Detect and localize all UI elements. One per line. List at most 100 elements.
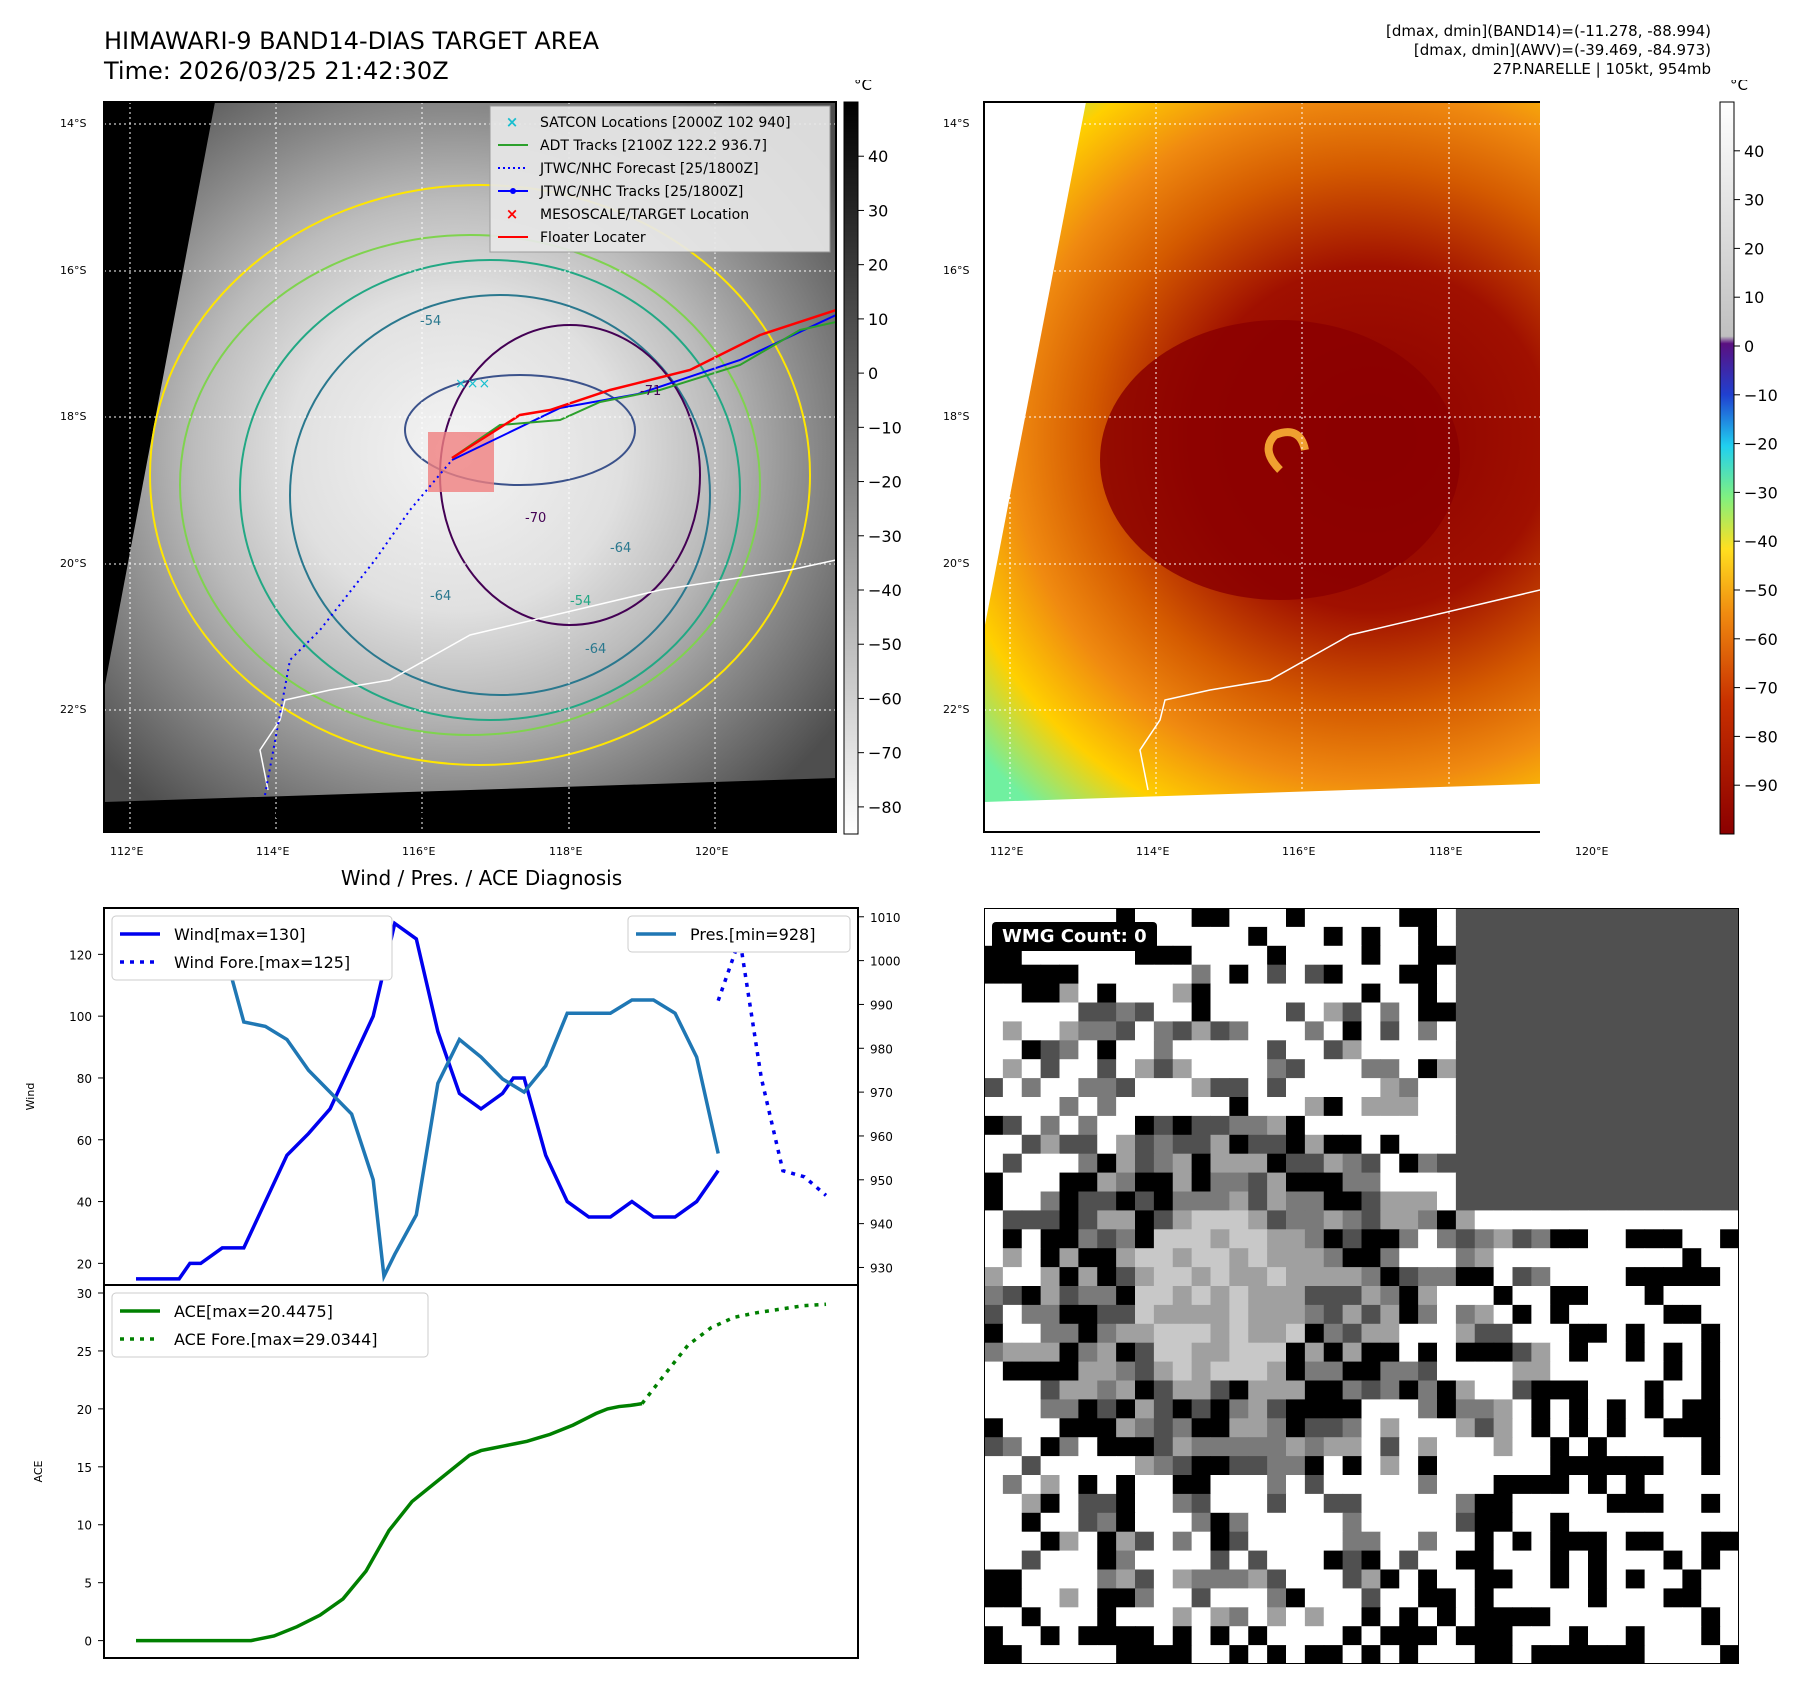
wmg-pixel	[1455, 1097, 1476, 1117]
wmg-pixel	[1267, 1645, 1287, 1664]
wmg-pixel	[1304, 1097, 1325, 1117]
wmg-pixel	[1455, 1323, 1476, 1344]
wmg-pixel	[1512, 1002, 1532, 1022]
wmg-pixel	[1304, 1323, 1325, 1344]
wmg-pixel	[1399, 1380, 1419, 1400]
wmg-pixel	[1380, 1286, 1400, 1306]
wmg-pixel	[1191, 1229, 1211, 1249]
wmg-pixel	[1663, 1607, 1683, 1627]
wmg-pixel	[1569, 1286, 1589, 1306]
colorbar-tick-label: 0	[1744, 337, 1754, 356]
wmg-pixel	[1304, 1021, 1325, 1041]
y2-tick-label: 990	[870, 998, 893, 1012]
wmg-pixel	[1153, 1078, 1174, 1098]
wmg-pixel	[1342, 1115, 1362, 1136]
wmg-pixel	[1512, 1626, 1532, 1646]
colorbar-tick-label: −90	[1744, 776, 1778, 795]
wmg-pixel	[1059, 1550, 1079, 1570]
wmg-pixel	[1380, 1134, 1400, 1155]
wmg-pixel	[1248, 1569, 1268, 1589]
wmg-pixel	[1455, 1078, 1476, 1098]
wmg-pixel	[1493, 1380, 1513, 1400]
colorbar-tick-label: −80	[868, 798, 902, 817]
wmg-pixel	[1135, 1304, 1155, 1325]
wmg-pixel	[1625, 1210, 1646, 1230]
wmg-pixel	[1474, 926, 1495, 947]
wmg-pixel	[1531, 1645, 1551, 1664]
wmg-pixel	[1682, 1078, 1702, 1098]
wmg-pixel	[1663, 1134, 1683, 1155]
wmg-pixel	[1512, 983, 1532, 1003]
wmg-pixel	[1229, 1286, 1249, 1306]
wmg-pixel	[1644, 1040, 1664, 1060]
wmg-pixel	[1437, 1021, 1457, 1041]
wmg-pixel	[1588, 1153, 1608, 1174]
wmg-pixel	[1644, 1550, 1664, 1570]
wmg-pixel	[1606, 1153, 1627, 1174]
wmg-pixel	[1323, 1512, 1344, 1533]
wmg-pixel	[1663, 1550, 1683, 1570]
wmg-pixel	[1361, 1002, 1381, 1022]
wmg-pixel	[1512, 1531, 1532, 1552]
awv-lon-label: 120°E	[1575, 845, 1609, 858]
wmg-pixel	[1663, 1078, 1683, 1098]
wmg-pixel	[1550, 1040, 1570, 1060]
wmg-pixel	[1097, 1172, 1117, 1192]
wmg-pixel	[1135, 1172, 1155, 1192]
wmg-pixel	[1720, 945, 1739, 966]
wmg-pixel	[1606, 1248, 1627, 1268]
wmg-pixel	[1097, 1002, 1117, 1022]
wmg-pixel	[1304, 1418, 1325, 1438]
wmg-pixel	[1210, 1172, 1230, 1192]
wmg-pixel	[1361, 1607, 1381, 1627]
wmg-pixel	[1588, 1097, 1608, 1117]
wmg-pixel	[1248, 1115, 1268, 1136]
awv-coastline	[1139, 589, 1540, 791]
wmg-pixel	[1267, 1531, 1287, 1552]
wmg-pixel	[1210, 1286, 1230, 1306]
wmg-pixel	[1437, 1210, 1457, 1230]
wmg-pixel	[1455, 1040, 1476, 1060]
wmg-pixel	[1588, 964, 1608, 985]
wmg-pixel	[1720, 1399, 1739, 1419]
wmg-pixel	[1512, 1418, 1532, 1438]
wmg-pixel	[1569, 1267, 1589, 1287]
wmg-pixel	[1550, 1323, 1570, 1344]
wmg-pixel	[1229, 1040, 1249, 1060]
wmg-pixel	[1286, 1153, 1306, 1174]
wmg-pixel	[1021, 1304, 1042, 1325]
wmg-pixel	[1625, 1229, 1646, 1249]
wmg-pixel	[1342, 1191, 1362, 1211]
wmg-pixel	[1040, 1040, 1060, 1060]
wmg-pixel	[1172, 1191, 1193, 1211]
wmg-pixel	[1380, 908, 1400, 928]
wmg-pixel	[1474, 1342, 1495, 1363]
wmg-pixel	[1644, 908, 1664, 928]
wmg-pixel	[1474, 1437, 1495, 1457]
wmg-pixel	[1248, 1191, 1268, 1211]
wmg-pixel	[1248, 1607, 1268, 1627]
wmg-pixel	[1078, 1059, 1098, 1079]
wmg-pixel	[1512, 1078, 1532, 1098]
wmg-pixel	[1286, 1097, 1306, 1117]
wmg-pixel	[1569, 983, 1589, 1003]
wmg-pixel	[1002, 1588, 1023, 1608]
wmg-pixel	[1682, 1153, 1702, 1174]
wmg-pixel	[1455, 1267, 1476, 1287]
wmg-pixel	[1380, 1626, 1400, 1646]
wmg-pixel	[1248, 1229, 1268, 1249]
wmg-pixel	[1078, 1626, 1098, 1646]
wmg-pixel	[1682, 1607, 1702, 1627]
wmg-pixel	[1569, 1304, 1589, 1325]
colorbar-tick-label: 0	[868, 364, 878, 383]
wmg-pixel	[1097, 1361, 1117, 1381]
wmg-pixel	[1437, 1059, 1457, 1079]
wmg-pixel	[1040, 1229, 1060, 1249]
wmg-pixel	[1663, 1210, 1683, 1230]
wmg-pixel	[1701, 1286, 1721, 1306]
wmg-pixel	[1663, 1229, 1683, 1249]
wmg-pixel	[1682, 1304, 1702, 1325]
wmg-pixel	[984, 1607, 1004, 1627]
wmg-pixel	[1455, 1229, 1476, 1249]
wmg-pixel	[1116, 1569, 1136, 1589]
